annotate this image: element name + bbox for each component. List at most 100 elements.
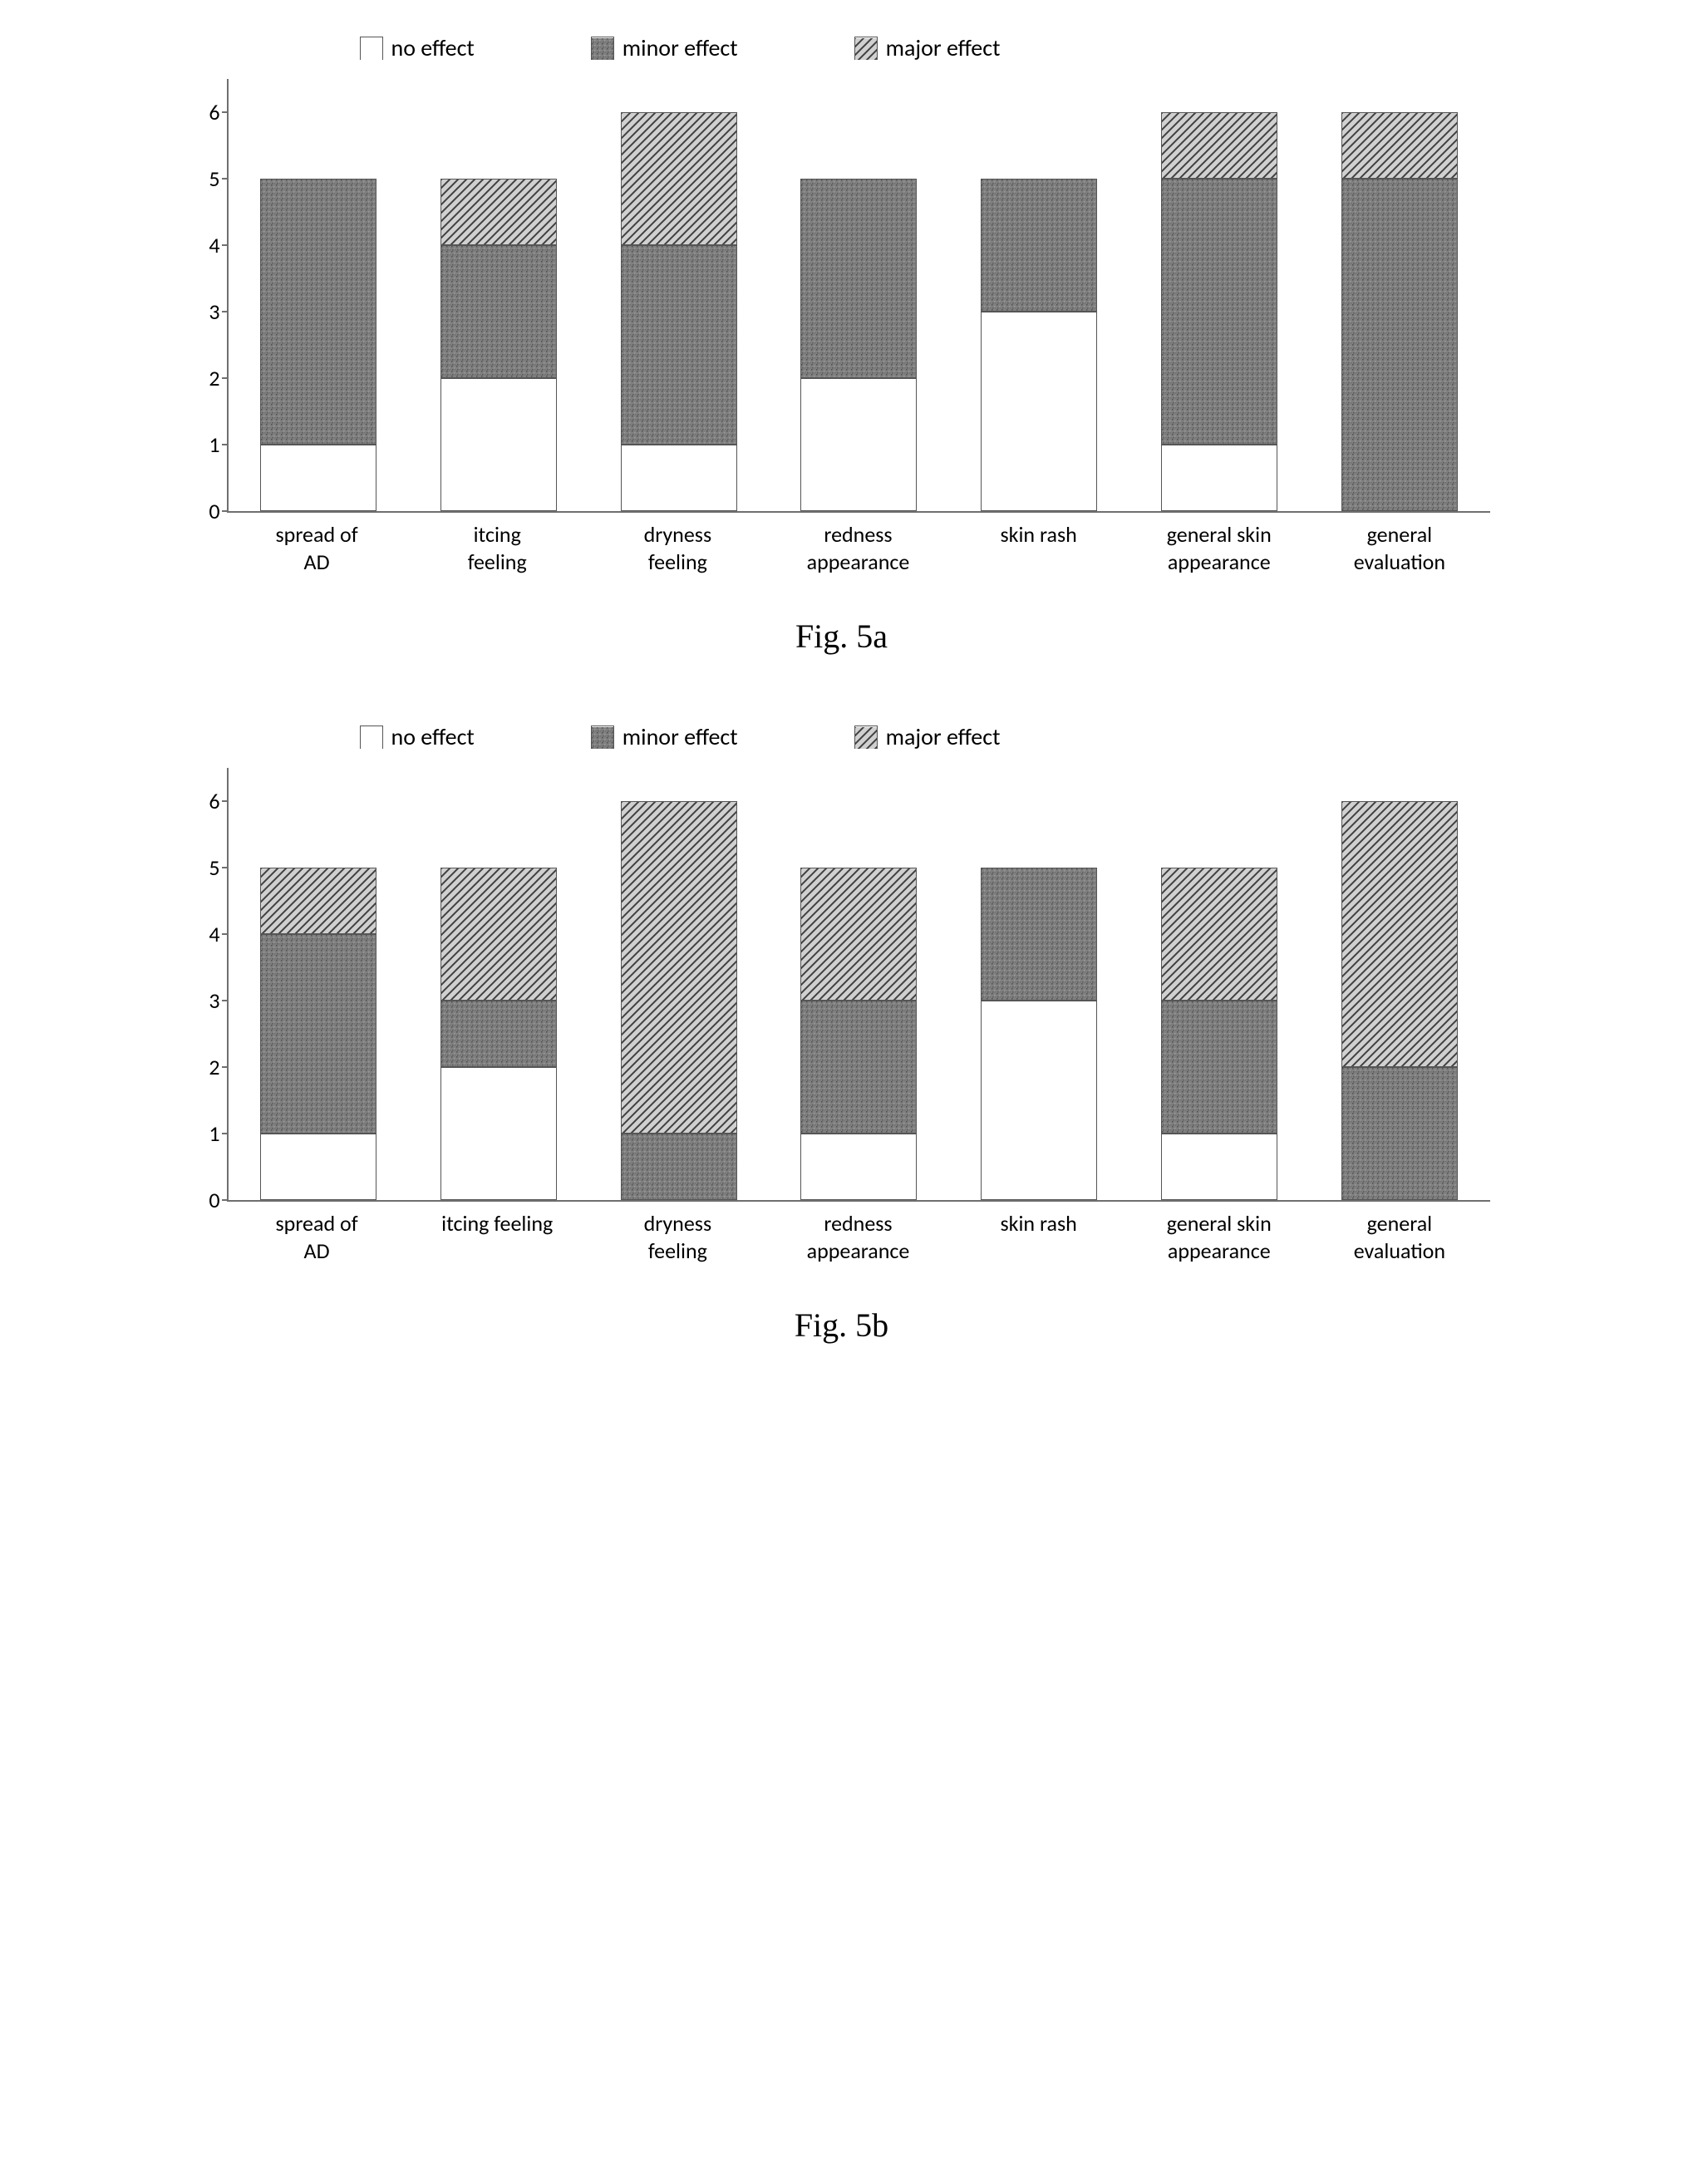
figure-container: no effectminor effectmajor effect 012345… <box>33 33 1650 1345</box>
ytick-mark <box>222 311 229 312</box>
legend-label-major_effect: major effect <box>886 722 1001 751</box>
bar-spread <box>260 179 376 511</box>
xlabel-skin: general skinappearance <box>1153 1210 1286 1264</box>
legend-item-no_effect: no effect <box>360 33 475 62</box>
legend-fig5a: no effect minor effect major effect <box>177 33 1507 62</box>
bar-seg-itching-minor_effect <box>440 1001 557 1067</box>
bar-dryness <box>621 112 737 511</box>
bar-seg-spread-no_effect <box>260 1134 376 1200</box>
caption-fig5b: Fig. 5b <box>177 1306 1507 1345</box>
legend-label-no_effect: no effect <box>391 33 475 62</box>
bar-seg-spread-no_effect <box>260 445 376 511</box>
bars-group <box>229 79 1490 511</box>
xlabel-spread: spread ofAD <box>250 1210 383 1264</box>
bar-seg-skin-minor_effect <box>1161 1001 1277 1134</box>
ytick-label: 2 <box>195 365 220 391</box>
xlabel-redness: rednessappearance <box>791 1210 924 1264</box>
xlabels-fig5a: spread ofADitcingfeelingdrynessfeelingre… <box>227 521 1490 575</box>
ytick-label: 0 <box>195 498 220 524</box>
chart-fig5a: no effectminor effectmajor effect 012345… <box>177 33 1507 656</box>
bar-seg-rash-no_effect <box>981 1001 1097 1200</box>
bar-seg-itching-no_effect <box>440 1067 557 1200</box>
xlabel-rash: skin rash <box>972 1210 1105 1264</box>
caption-fig5a: Fig. 5a <box>177 617 1507 656</box>
bar-seg-itching-major_effect <box>440 179 557 245</box>
bar-seg-spread-minor_effect <box>260 179 376 445</box>
ytick-mark <box>222 244 229 246</box>
ytick-label: 5 <box>195 165 220 192</box>
bar-eval <box>1341 801 1458 1200</box>
legend-swatch-no_effect <box>360 726 383 749</box>
ytick-mark <box>222 444 229 445</box>
legend-item-minor_effect: minor effect <box>591 33 738 62</box>
bars-group <box>229 768 1490 1200</box>
ytick-mark <box>222 800 229 802</box>
ytick-mark <box>222 1000 229 1001</box>
xlabel-spread: spread ofAD <box>250 521 383 575</box>
legend-label-minor_effect: minor effect <box>623 33 738 62</box>
ytick-label: 6 <box>195 788 220 814</box>
ytick-label: 6 <box>195 99 220 125</box>
ytick-label: 5 <box>195 854 220 881</box>
bar-seg-skin-no_effect <box>1161 445 1277 511</box>
xlabel-eval: generalevaluation <box>1333 521 1466 575</box>
xlabels-fig5b: spread ofADitcing feelingdrynessfeelingr… <box>227 1210 1490 1264</box>
bar-seg-redness-minor_effect <box>800 179 917 378</box>
ytick-label: 4 <box>195 921 220 947</box>
bar-seg-itching-no_effect <box>440 378 557 511</box>
ytick-mark <box>222 1199 229 1201</box>
legend-label-major_effect: major effect <box>886 33 1001 62</box>
bar-seg-rash-minor_effect <box>981 868 1097 1001</box>
xlabel-eval: generalevaluation <box>1333 1210 1466 1264</box>
bar-seg-rash-minor_effect <box>981 179 1097 312</box>
ytick-mark <box>222 510 229 512</box>
bar-itching <box>440 179 557 511</box>
ytick-mark <box>222 1066 229 1068</box>
bar-redness <box>800 868 917 1200</box>
legend-item-major_effect: major effect <box>854 33 1001 62</box>
bar-spread <box>260 868 376 1200</box>
legend-item-minor_effect: minor effect <box>591 722 738 751</box>
legend-swatch-minor_effect <box>591 37 614 60</box>
ytick-mark <box>222 377 229 379</box>
bar-seg-eval-major_effect <box>1341 801 1458 1067</box>
bar-rash <box>981 868 1097 1200</box>
bar-seg-eval-minor_effect <box>1341 1067 1458 1200</box>
xlabel-itching: itcing feeling <box>431 1210 563 1264</box>
legend-item-no_effect: no effect <box>360 722 475 751</box>
plot-fig5a: 0123456 <box>227 79 1490 513</box>
bar-seg-spread-major_effect <box>260 868 376 934</box>
bar-seg-dryness-no_effect <box>621 445 737 511</box>
ytick-mark <box>222 933 229 935</box>
bar-seg-skin-major_effect <box>1161 868 1277 1001</box>
bar-seg-dryness-minor_effect <box>621 245 737 445</box>
xlabel-skin: general skinappearance <box>1153 521 1286 575</box>
bar-seg-rash-no_effect <box>981 312 1097 511</box>
bar-seg-eval-minor_effect <box>1341 179 1458 511</box>
bar-seg-redness-no_effect <box>800 378 917 511</box>
bar-dryness <box>621 801 737 1200</box>
ytick-label: 4 <box>195 232 220 258</box>
ytick-mark <box>222 178 229 180</box>
ytick-mark <box>222 867 229 868</box>
bar-seg-itching-major_effect <box>440 868 557 1001</box>
ytick-label: 1 <box>195 431 220 458</box>
legend-swatch-no_effect <box>360 37 383 60</box>
bar-redness <box>800 179 917 511</box>
bar-skin <box>1161 112 1277 511</box>
bar-eval <box>1341 112 1458 511</box>
bar-itching <box>440 868 557 1200</box>
ytick-label: 2 <box>195 1054 220 1080</box>
bar-seg-spread-minor_effect <box>260 934 376 1134</box>
legend-swatch-minor_effect <box>591 726 614 749</box>
legend-swatch-major_effect <box>854 726 878 749</box>
xlabel-rash: skin rash <box>972 521 1105 575</box>
bar-seg-redness-major_effect <box>800 868 917 1001</box>
chart-fig5b: no effectminor effectmajor effect 012345… <box>177 722 1507 1345</box>
ytick-label: 3 <box>195 298 220 325</box>
legend-swatch-major_effect <box>854 37 878 60</box>
bar-seg-dryness-minor_effect <box>621 1134 737 1200</box>
xlabel-redness: rednessappearance <box>791 521 924 575</box>
ytick-mark <box>222 111 229 113</box>
ytick-label: 3 <box>195 987 220 1014</box>
